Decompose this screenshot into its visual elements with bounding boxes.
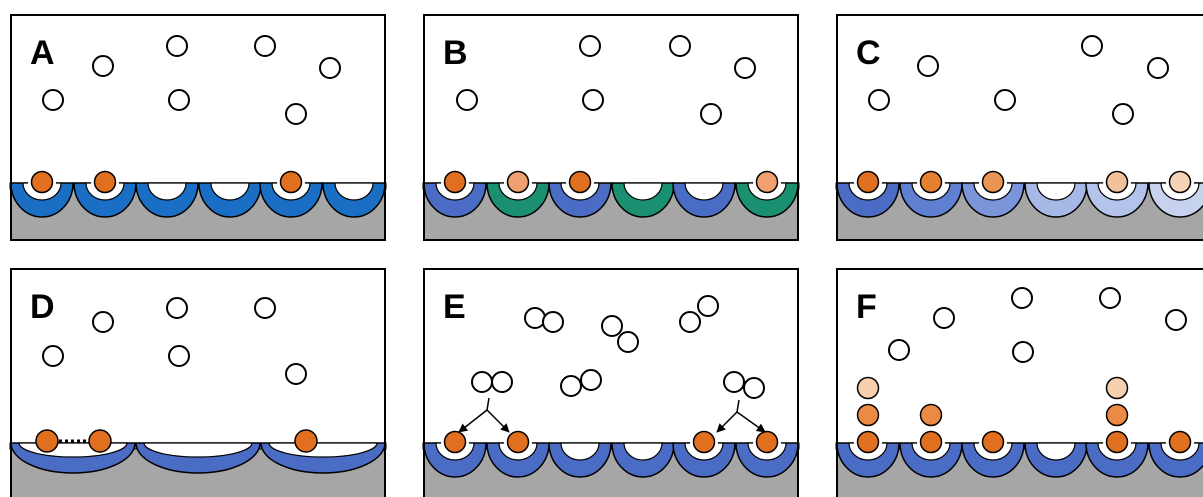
- adsorbed-atom: [757, 432, 778, 453]
- gas-atom: [670, 36, 690, 56]
- panel: D: [10, 268, 386, 497]
- gas-atom: [169, 346, 189, 366]
- gas-atom: [255, 298, 275, 318]
- gas-atom: [1166, 310, 1186, 330]
- adsorbed-atom: [95, 172, 116, 193]
- stacked-atom: [1107, 405, 1128, 426]
- gas-atom: [698, 296, 718, 316]
- panel-label: A: [30, 34, 55, 72]
- gas-atom: [286, 104, 306, 124]
- panel: F: [836, 268, 1203, 497]
- gas-atom: [255, 36, 275, 56]
- gas-atom: [543, 312, 563, 332]
- adsorbed-atom: [1170, 432, 1191, 453]
- gas-atom: [561, 376, 581, 396]
- gas-atom: [889, 340, 909, 360]
- adsorbed-atom: [281, 172, 302, 193]
- adsorbed-atom: [694, 432, 715, 453]
- panel-label: C: [856, 34, 881, 72]
- gas-atom: [167, 36, 187, 56]
- stacked-atom: [858, 405, 879, 426]
- gas-atom: [320, 58, 340, 78]
- panel-label: B: [443, 34, 468, 72]
- adsorbed-atom: [36, 430, 58, 452]
- gas-atom: [580, 36, 600, 56]
- adsorbed-atom: [1107, 432, 1128, 453]
- adsorbed-atom: [757, 172, 778, 193]
- adsorbed-atom: [445, 432, 466, 453]
- gas-atom: [724, 372, 744, 392]
- stacked-atom: [858, 378, 879, 399]
- stacked-atom: [1107, 378, 1128, 399]
- panel-label: D: [30, 288, 55, 326]
- gas-atom: [869, 90, 889, 110]
- gas-atom: [169, 90, 189, 110]
- panels: A B C D E F: [10, 14, 1203, 497]
- gas-atom: [618, 332, 638, 352]
- gas-atom: [934, 308, 954, 328]
- adsorbed-atom: [508, 172, 529, 193]
- gas-atom: [1082, 36, 1102, 56]
- adsorbed-atom: [921, 432, 942, 453]
- adsorbed-atom: [858, 172, 879, 193]
- gas-atom: [286, 364, 306, 384]
- gas-atom: [701, 104, 721, 124]
- gas-atom: [472, 372, 492, 392]
- adsorbed-atom: [570, 172, 591, 193]
- gas-atom: [583, 90, 603, 110]
- adsorbed-atom: [1107, 172, 1128, 193]
- adsorbed-atom: [32, 172, 53, 193]
- adsorbed-atom: [983, 172, 1004, 193]
- stacked-atom: [921, 405, 942, 426]
- adsorbed-atom: [295, 430, 317, 452]
- gas-atom: [602, 316, 622, 336]
- adsorbed-atom: [89, 430, 111, 452]
- adsorbed-atom: [1170, 172, 1191, 193]
- gas-atom: [457, 90, 477, 110]
- figure: A B C D E F: [0, 0, 1203, 497]
- gas-atom: [167, 298, 187, 318]
- adsorbed-atom: [983, 432, 1004, 453]
- gas-atom: [1013, 342, 1033, 362]
- panel-label: F: [856, 288, 877, 326]
- gas-atom: [581, 370, 601, 390]
- gas-atom: [93, 56, 113, 76]
- gas-atom: [918, 56, 938, 76]
- gas-atom: [43, 346, 63, 366]
- panel-label: E: [443, 288, 466, 326]
- gas-atom: [735, 58, 755, 78]
- adsorbed-atom: [508, 432, 529, 453]
- panel: A: [10, 14, 386, 241]
- gas-atom: [995, 90, 1015, 110]
- gas-atom: [492, 372, 512, 392]
- gas-atom: [744, 378, 764, 398]
- panel: E: [423, 268, 799, 497]
- gas-atom: [1100, 288, 1120, 308]
- panel: B: [423, 14, 799, 241]
- gas-atom: [525, 308, 545, 328]
- gas-atom: [680, 312, 700, 332]
- adsorbed-atom: [921, 172, 942, 193]
- gas-atom: [1113, 104, 1133, 124]
- gas-atom: [43, 90, 63, 110]
- adsorbed-atom: [445, 172, 466, 193]
- gas-atom: [1012, 288, 1032, 308]
- gas-atom: [1148, 58, 1168, 78]
- gas-atom: [93, 312, 113, 332]
- panel: C: [836, 14, 1203, 241]
- adsorbed-atom: [858, 432, 879, 453]
